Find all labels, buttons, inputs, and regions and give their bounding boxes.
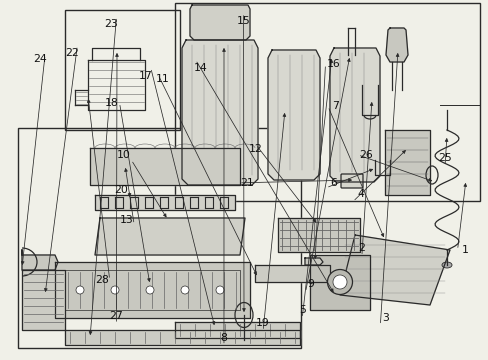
Text: 17: 17	[139, 71, 152, 81]
Bar	[65, 10, 180, 130]
Ellipse shape	[111, 286, 119, 294]
Polygon shape	[339, 235, 449, 305]
Bar	[175, 3, 479, 201]
Polygon shape	[190, 5, 249, 40]
Polygon shape	[95, 195, 235, 210]
Text: 5: 5	[298, 305, 305, 315]
Text: 25: 25	[437, 153, 451, 163]
Polygon shape	[182, 40, 258, 185]
Text: 9: 9	[306, 279, 313, 289]
Text: 26: 26	[358, 150, 372, 160]
Text: 24: 24	[33, 54, 47, 64]
Text: 6: 6	[330, 178, 337, 188]
Polygon shape	[175, 322, 299, 338]
FancyBboxPatch shape	[340, 174, 362, 188]
Text: 10: 10	[116, 150, 130, 160]
Polygon shape	[309, 255, 369, 310]
Text: 8: 8	[220, 333, 227, 343]
Text: 2: 2	[358, 243, 365, 253]
Ellipse shape	[332, 275, 346, 289]
Ellipse shape	[76, 286, 84, 294]
Text: 23: 23	[104, 19, 118, 30]
Text: 27: 27	[109, 311, 123, 321]
Text: 20: 20	[114, 185, 128, 195]
Text: 16: 16	[326, 59, 340, 69]
Text: 1: 1	[461, 245, 468, 255]
Text: 14: 14	[193, 63, 207, 73]
Ellipse shape	[181, 286, 189, 294]
Bar	[18, 128, 301, 348]
Text: 19: 19	[256, 318, 269, 328]
Polygon shape	[278, 218, 359, 252]
Polygon shape	[329, 48, 379, 182]
Polygon shape	[55, 262, 249, 318]
Polygon shape	[65, 330, 299, 345]
Text: 15: 15	[236, 16, 250, 26]
Ellipse shape	[327, 270, 352, 294]
Polygon shape	[385, 28, 407, 62]
Text: 18: 18	[104, 98, 118, 108]
Text: 12: 12	[248, 144, 262, 154]
Ellipse shape	[146, 286, 154, 294]
Text: 7: 7	[332, 101, 339, 111]
Polygon shape	[267, 50, 319, 180]
Text: 4: 4	[357, 189, 364, 199]
Text: 21: 21	[240, 178, 253, 188]
Text: 28: 28	[95, 275, 108, 285]
Polygon shape	[384, 130, 429, 195]
Polygon shape	[305, 258, 323, 265]
Polygon shape	[254, 265, 329, 282]
Text: 3: 3	[381, 312, 388, 323]
Polygon shape	[22, 250, 58, 270]
Text: 11: 11	[156, 74, 169, 84]
Text: 22: 22	[65, 48, 79, 58]
Ellipse shape	[216, 286, 224, 294]
Polygon shape	[95, 218, 244, 255]
Text: 13: 13	[119, 215, 133, 225]
Polygon shape	[22, 270, 65, 330]
Ellipse shape	[441, 262, 451, 268]
Polygon shape	[90, 148, 240, 185]
